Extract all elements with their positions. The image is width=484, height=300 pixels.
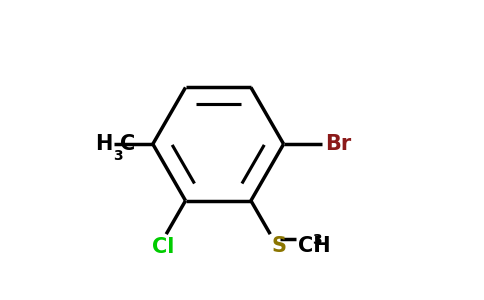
Text: H: H (95, 134, 113, 154)
Text: S: S (272, 236, 287, 256)
Text: CH: CH (298, 236, 330, 256)
Text: 3: 3 (114, 149, 123, 164)
Text: Br: Br (325, 134, 351, 154)
Text: Cl: Cl (152, 237, 174, 257)
Text: C: C (120, 134, 135, 154)
Text: 3: 3 (313, 233, 322, 247)
